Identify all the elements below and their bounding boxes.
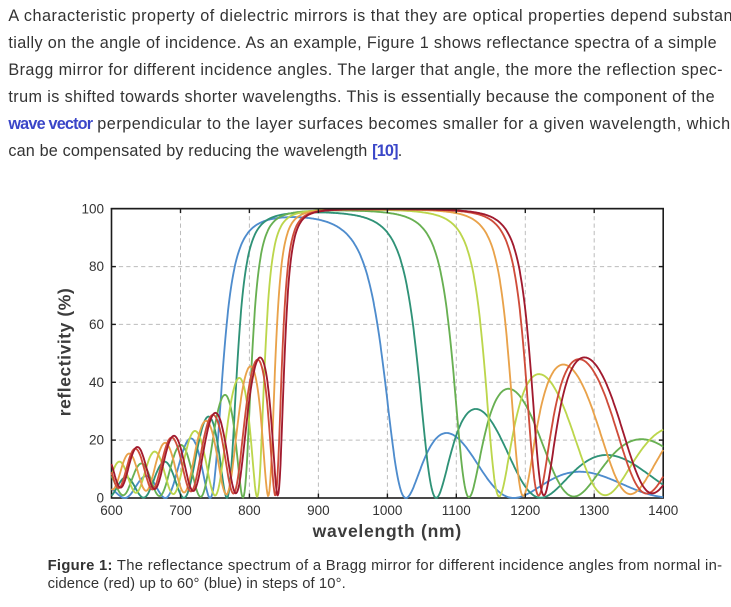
svg-text:0: 0 xyxy=(96,491,104,506)
svg-text:100: 100 xyxy=(81,201,104,216)
svg-text:reflectivity (%): reflectivity (%) xyxy=(55,288,75,416)
svg-text:1300: 1300 xyxy=(579,503,609,518)
svg-text:800: 800 xyxy=(238,503,261,518)
svg-text:1400: 1400 xyxy=(648,503,678,518)
svg-text:700: 700 xyxy=(169,503,192,518)
svg-text:wavelength (nm): wavelength (nm) xyxy=(312,521,462,541)
svg-text:900: 900 xyxy=(307,503,330,518)
svg-text:1200: 1200 xyxy=(510,503,540,518)
svg-text:600: 600 xyxy=(100,503,123,518)
svg-text:40: 40 xyxy=(89,375,104,390)
svg-text:20: 20 xyxy=(89,433,104,448)
svg-text:80: 80 xyxy=(89,259,104,274)
svg-text:60: 60 xyxy=(89,317,104,332)
svg-text:1100: 1100 xyxy=(442,503,471,518)
svg-text:1000: 1000 xyxy=(372,503,402,518)
